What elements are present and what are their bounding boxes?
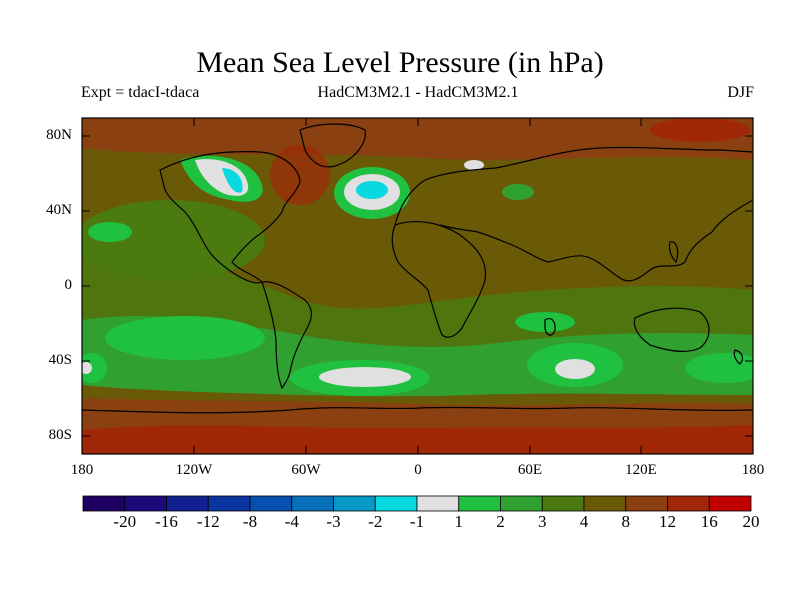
lat-label-40n: 40N [46,202,72,218]
colorbar-swatch [667,495,710,512]
lon-label-180w: 180 [70,462,94,478]
south-america-coast [261,281,312,390]
colorbar-swatch [333,495,376,512]
colorbar-swatch [291,495,334,512]
labrador-low-core [222,168,243,193]
colorbar-swatch [500,495,543,512]
coastlines [82,123,753,414]
north-america-coast [159,151,301,284]
colorbar-swatch [166,495,209,512]
eurasia-coast [394,146,753,282]
colorbar-swatch [416,495,460,512]
lon-label-60w: 60W [291,462,321,478]
axis-ticks [82,118,753,454]
colorbar-swatch [374,495,418,512]
colorbar-label: -20 [113,512,137,531]
lon-label-60e: 60E [517,462,543,478]
south-pacific-band [105,316,265,360]
colorbar-label: 2 [496,512,505,531]
colorbar-label: -1 [409,512,425,531]
colorbar-label: 16 [700,512,718,531]
colorbar-label: 1 [454,512,464,531]
colorbar-label: -8 [242,512,258,531]
philippines-coast [668,241,679,264]
colorbar [82,495,752,512]
north-pacific-spot [88,222,132,242]
season-label: DJF [727,84,754,101]
atlantic-low-core [356,181,388,199]
experiment-label: Expt = tdacI-tdaca [81,84,200,101]
siberia-high [650,118,750,142]
south-atlantic-neutral [319,367,411,387]
colorbar-label: -3 [326,512,341,531]
lat-label-80n: 80N [46,127,72,143]
lat-label-40s: 40S [48,352,72,368]
colorbar-label: 20 [742,512,760,531]
indian-ocean-neutral [555,359,595,379]
colorbar-swatch [249,495,293,512]
europe-low [502,184,534,200]
lon-label-120e: 120E [625,462,657,478]
colorbar-swatch [625,495,668,512]
lat-label-0: 0 [64,277,73,293]
colorbar-swatch [124,495,167,512]
colorbar-swatch [583,495,627,512]
africa-coast [391,220,487,338]
north-pacific-region [82,200,265,280]
lat-label-80s: 80S [48,427,72,443]
model-label: HadCM3M2.1 - HadCM3M2.1 [317,84,519,101]
map-title: Mean Sea Level Pressure (in hPa) [196,46,604,79]
antarctic-high [82,425,753,454]
colorbar-swatch [708,495,752,512]
new-zealand-coast [733,349,744,365]
colorbar-label: -4 [284,512,299,531]
antarctica-coast [82,406,753,414]
colorbar-label: 3 [538,512,547,531]
australia-coast [633,307,710,353]
lon-label-120w: 120W [175,462,213,478]
colorbar-swatch [82,495,126,512]
colorbar-label: 8 [621,512,631,531]
colorbar-label: 4 [579,512,589,531]
greenland-coast [299,123,366,168]
lon-label-180e: 180 [741,462,765,478]
colorbar-swatch [458,495,501,512]
colorbar-swatch [541,495,585,512]
barents-low [464,160,484,170]
greenland-high [270,145,330,205]
colorbar-label: 12 [659,512,676,531]
field-layer [82,118,753,454]
colorbar-label: -16 [155,512,178,531]
colorbar-label: -2 [368,512,383,531]
west-edge-neutral [82,362,92,374]
colorbar-swatch [207,495,251,512]
colorbar-label: -12 [196,512,220,531]
tropical-band [82,230,753,350]
lon-label-0: 0 [414,462,422,478]
madagascar-coast [544,317,556,336]
